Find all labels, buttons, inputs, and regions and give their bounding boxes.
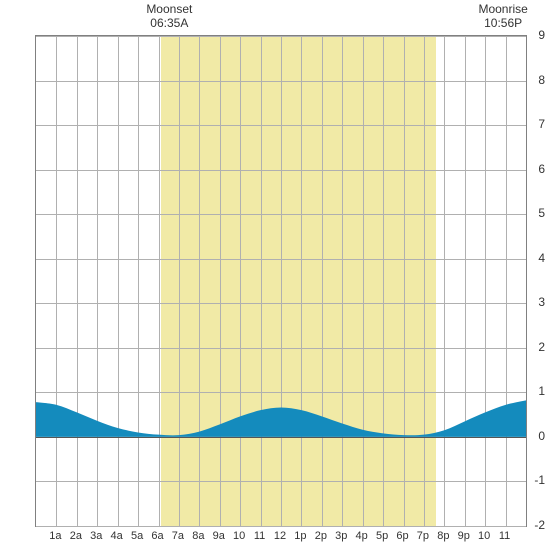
grid-h — [36, 526, 526, 527]
x-tick-label: 2a — [70, 530, 82, 542]
y-tick-label: 7 — [529, 117, 545, 131]
x-tick-label: 10 — [478, 530, 490, 542]
x-tick-label: 3p — [335, 530, 347, 542]
tide-chart-container: Moonset 06:35A Moonrise 10:56P -2-101234… — [0, 0, 550, 550]
moonset-title: Moonset — [119, 2, 219, 16]
plot-area — [35, 35, 527, 527]
y-tick-label: -1 — [529, 473, 545, 487]
y-tick-label: 1 — [529, 384, 545, 398]
moonset-time: 06:35A — [119, 16, 219, 30]
x-tick-label: 5a — [131, 530, 143, 542]
x-tick-label: 11 — [254, 530, 265, 542]
x-tick-label: 4a — [111, 530, 123, 542]
x-tick-label: 6p — [396, 530, 408, 542]
y-tick-label: 2 — [529, 340, 545, 354]
x-tick-label: 9a — [213, 530, 225, 542]
x-tick-label: 11 — [499, 530, 510, 542]
x-tick-label: 1p — [294, 530, 306, 542]
x-tick-label: 4p — [356, 530, 368, 542]
x-tick-label: 7p — [417, 530, 429, 542]
x-tick-label: 7a — [172, 530, 184, 542]
y-tick-label: 5 — [529, 206, 545, 220]
moonrise-label: Moonrise 10:56P — [453, 2, 550, 31]
moonset-label: Moonset 06:35A — [119, 2, 219, 31]
y-tick-label: 8 — [529, 73, 545, 87]
y-tick-label: 9 — [529, 28, 545, 42]
moonrise-title: Moonrise — [453, 2, 550, 16]
y-tick-label: -2 — [529, 518, 545, 532]
x-tick-label: 1a — [49, 530, 61, 542]
x-tick-label: 8p — [437, 530, 449, 542]
x-tick-label: 5p — [376, 530, 388, 542]
y-tick-label: 4 — [529, 251, 545, 265]
x-tick-label: 2p — [315, 530, 327, 542]
x-tick-label: 3a — [90, 530, 102, 542]
tide-area-svg — [36, 36, 526, 526]
tide-area-path — [36, 400, 526, 437]
y-tick-label: 0 — [529, 429, 545, 443]
x-tick-label: 12 — [274, 530, 286, 542]
x-tick-label: 8a — [192, 530, 204, 542]
y-tick-label: 6 — [529, 162, 545, 176]
x-tick-label: 9p — [458, 530, 470, 542]
x-tick-label: 10 — [233, 530, 245, 542]
y-tick-label: 3 — [529, 295, 545, 309]
x-tick-label: 6a — [151, 530, 163, 542]
